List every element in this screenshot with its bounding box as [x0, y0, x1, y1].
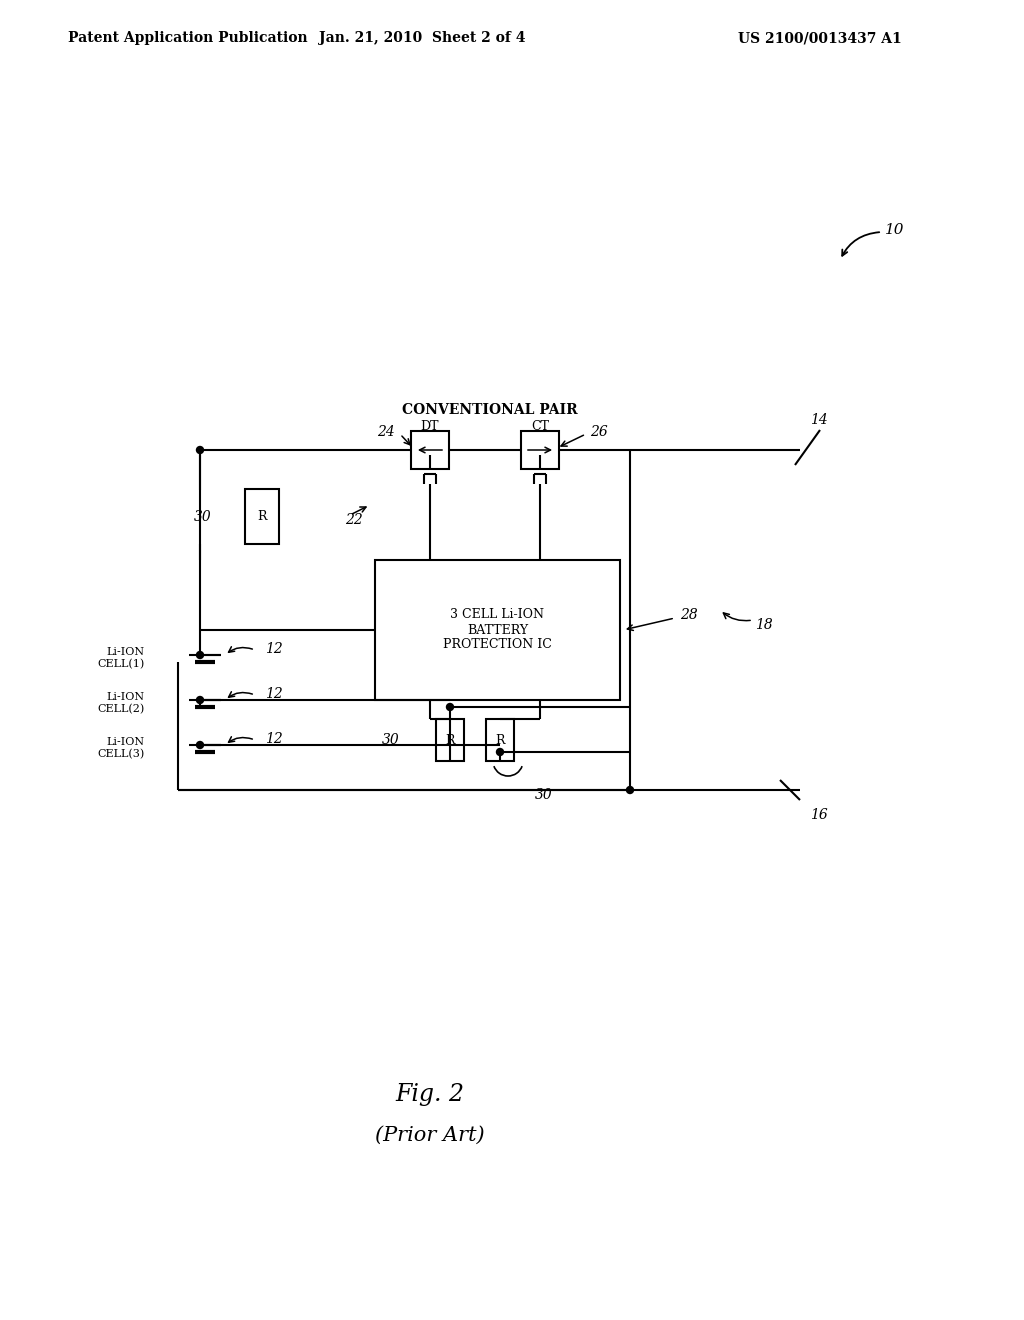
Text: 22: 22 — [345, 513, 362, 527]
Text: 30: 30 — [195, 510, 212, 524]
Text: 12: 12 — [265, 642, 283, 656]
Text: 12: 12 — [265, 733, 283, 746]
Text: 3 CELL Li-ION
BATTERY
PROTECTION IC: 3 CELL Li-ION BATTERY PROTECTION IC — [443, 609, 552, 652]
Circle shape — [197, 742, 204, 748]
Circle shape — [197, 697, 204, 704]
Text: R: R — [445, 734, 455, 747]
Text: 10: 10 — [885, 223, 904, 238]
Text: 18: 18 — [755, 618, 773, 632]
Text: R: R — [257, 511, 266, 524]
Circle shape — [497, 748, 504, 755]
Text: 28: 28 — [680, 609, 697, 622]
Text: CONVENTIONAL PAIR: CONVENTIONAL PAIR — [402, 403, 578, 417]
Text: R: R — [496, 734, 505, 747]
Text: 14: 14 — [810, 413, 827, 426]
Text: 16: 16 — [810, 808, 827, 822]
Text: Patent Application Publication: Patent Application Publication — [68, 30, 307, 45]
Bar — [521, 432, 559, 469]
Bar — [375, 560, 620, 700]
Text: 30: 30 — [535, 788, 553, 803]
Bar — [245, 488, 279, 544]
Text: 12: 12 — [265, 686, 283, 701]
Circle shape — [446, 704, 454, 710]
Circle shape — [197, 652, 204, 659]
Bar — [486, 719, 514, 762]
Text: Jan. 21, 2010  Sheet 2 of 4: Jan. 21, 2010 Sheet 2 of 4 — [318, 30, 525, 45]
Text: DT: DT — [421, 421, 439, 433]
Circle shape — [627, 787, 634, 793]
Text: Fig. 2: Fig. 2 — [395, 1084, 465, 1106]
Text: 24: 24 — [377, 425, 395, 440]
Bar — [436, 719, 464, 762]
Text: Li-ION
CELL(2): Li-ION CELL(2) — [97, 692, 145, 714]
Text: Li-ION
CELL(3): Li-ION CELL(3) — [97, 737, 145, 759]
Bar — [411, 432, 449, 469]
Circle shape — [197, 446, 204, 454]
Text: 30: 30 — [382, 733, 400, 747]
Text: 26: 26 — [590, 425, 608, 440]
Text: US 2100/0013437 A1: US 2100/0013437 A1 — [738, 30, 902, 45]
Text: Li-ION
CELL(1): Li-ION CELL(1) — [97, 647, 145, 669]
Text: CT: CT — [531, 421, 549, 433]
Text: (Prior Art): (Prior Art) — [375, 1126, 484, 1144]
